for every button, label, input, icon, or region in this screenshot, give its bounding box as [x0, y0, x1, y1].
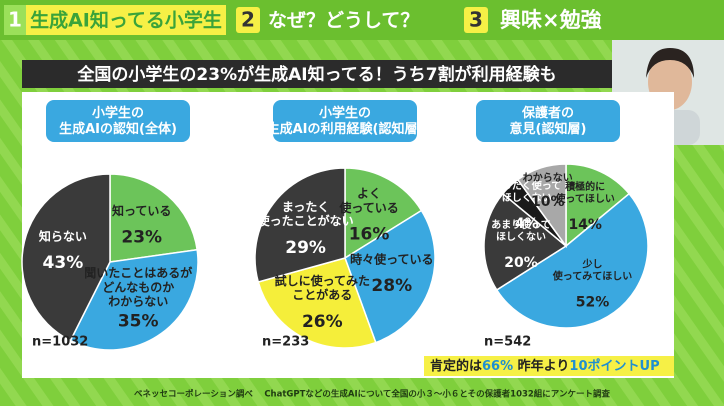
headline: 全国の小学生の23%が生成AI知ってる！うち7割が利用経験も [76, 64, 556, 85]
value-label: 16% [349, 225, 390, 245]
pie-slice [344, 209, 436, 344]
pie-slice [257, 257, 377, 349]
slice-label: よく使っている [338, 186, 398, 214]
value-label: 10% [531, 194, 565, 210]
slice-label: まったく使ったことがない [257, 199, 354, 227]
tab-label: 興味×勉強 [500, 8, 602, 32]
value-label: 23% [121, 227, 162, 247]
slice-label: 積極的に使ってほしい [554, 180, 615, 205]
chart-title: 保護者の意見(認知層) [510, 105, 587, 137]
chart-title: 小学生の生成AIの認知(全体) [59, 105, 177, 137]
value-label: 14% [568, 217, 602, 233]
slice-label: 少し使ってみてほしい [552, 257, 633, 282]
pie-slice [21, 173, 111, 342]
value-label: 35% [118, 311, 159, 331]
value-label: 52% [576, 294, 610, 310]
slice-label: まったく使ってほしくない [492, 179, 561, 204]
slice-label: 時々使っている [350, 252, 433, 267]
tab-number-box [4, 5, 26, 35]
sample-size: n=1032 [32, 335, 88, 350]
value-label: 26% [302, 312, 343, 332]
pie-slice [254, 167, 346, 283]
tab-label: なぜ？どうして？ [268, 10, 419, 32]
tab-number: 1 [8, 8, 22, 32]
pie-slice [483, 192, 568, 291]
headline-bar [22, 60, 612, 88]
pie-slice [69, 248, 199, 351]
presenter-hair [646, 48, 694, 78]
value-label: 4% [515, 216, 539, 232]
slice-label: 知らない [38, 228, 87, 243]
note: 肯定的は66% 昨年より10ポイントUP [430, 358, 660, 374]
value-label: 20% [504, 255, 538, 271]
slice-label: あまり使ってほしくない [491, 218, 551, 243]
slice-label: わからない [523, 172, 573, 184]
chart-title-box [273, 100, 417, 142]
note-part: 昨年より [513, 358, 569, 374]
value-label: 29% [285, 238, 326, 258]
pie-slice [344, 167, 423, 260]
slice-label: 知っている [111, 203, 171, 218]
charts: 小学生の生成AIの認知(全体) 知っている 23% 聞いたことはあるがどんなものかわか… [21, 100, 649, 351]
slice-label: 試しに使ってみたことがある [275, 272, 370, 301]
value-label: 43% [43, 253, 84, 273]
note-part: 66% [482, 359, 513, 374]
pie-slice [495, 192, 649, 329]
note-part: 肯定的は [430, 358, 482, 374]
note-part: 10ポイントUP [569, 358, 659, 374]
sample-size: n=233 [262, 335, 309, 350]
tab-number-box [464, 7, 488, 33]
pie-slice [516, 163, 567, 249]
note-box [424, 356, 674, 376]
pie-slice [109, 173, 198, 263]
tab-number-box [236, 7, 260, 33]
slice-label: 聞いたことはあるがどんなものかわからない [84, 264, 192, 308]
tab-label: 生成AI知ってる小学生 [30, 9, 222, 32]
tab-number: 3 [469, 8, 483, 32]
value-label: 28% [371, 276, 412, 296]
pie-slice [565, 163, 631, 248]
chart-title-box [476, 100, 620, 142]
tab-active [26, 5, 226, 35]
source: ベネッセコーポレーション調べ ChatGPTなどの生成AIについて全国の小３～小… [134, 389, 610, 400]
sample-size: n=542 [484, 335, 531, 350]
chart-title: 小学生の生成AIの利用経験(認知層) [267, 105, 424, 137]
tab-number: 2 [241, 8, 255, 32]
chart-title-box [46, 100, 190, 142]
